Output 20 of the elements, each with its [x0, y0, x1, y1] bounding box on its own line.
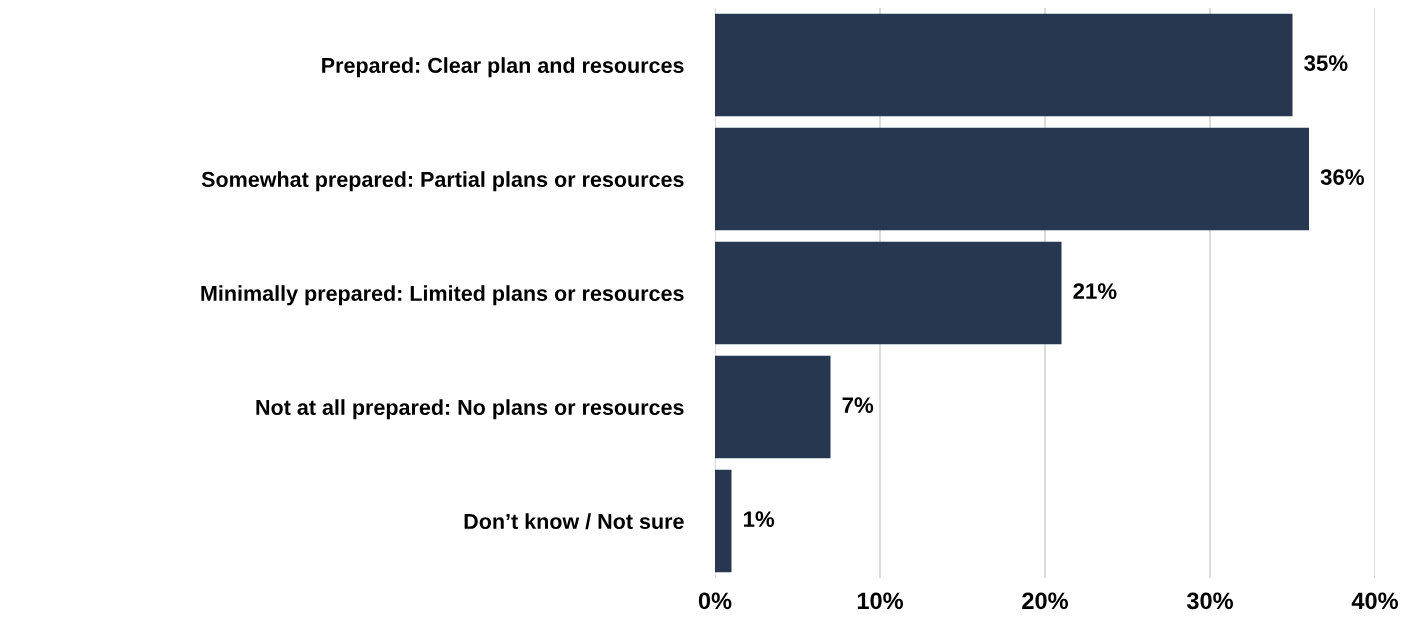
y-tick-label: Don’t know / Not sure: [464, 513, 684, 530]
y-tick-label: Not at all prepared: No plans or resources: [256, 399, 684, 420]
x-tick-label: 0%: [698, 592, 732, 610]
data-label: 1%: [744, 511, 775, 527]
x-tick-label: 10%: [857, 592, 904, 610]
x-tick-label: 30%: [1186, 592, 1234, 610]
x-tick-label: 20%: [1022, 592, 1069, 610]
bar: [715, 469, 732, 573]
data-label: 35%: [1304, 55, 1348, 71]
bar: [715, 241, 1062, 345]
data-label: 7%: [842, 397, 874, 413]
y-tick-label: Somewhat prepared: Partial plans or resources: [201, 171, 684, 192]
data-label: 21%: [1073, 283, 1117, 299]
bar: [715, 355, 831, 459]
y-tick-label: Prepared: Clear plan and resources: [322, 57, 684, 78]
data-label: 36%: [1320, 169, 1364, 185]
bar: [715, 127, 1309, 231]
y-tick-label: Minimally prepared: Limited plans or resources: [201, 285, 684, 306]
x-tick-label: 40%: [1351, 592, 1399, 610]
bar: [715, 13, 1293, 117]
